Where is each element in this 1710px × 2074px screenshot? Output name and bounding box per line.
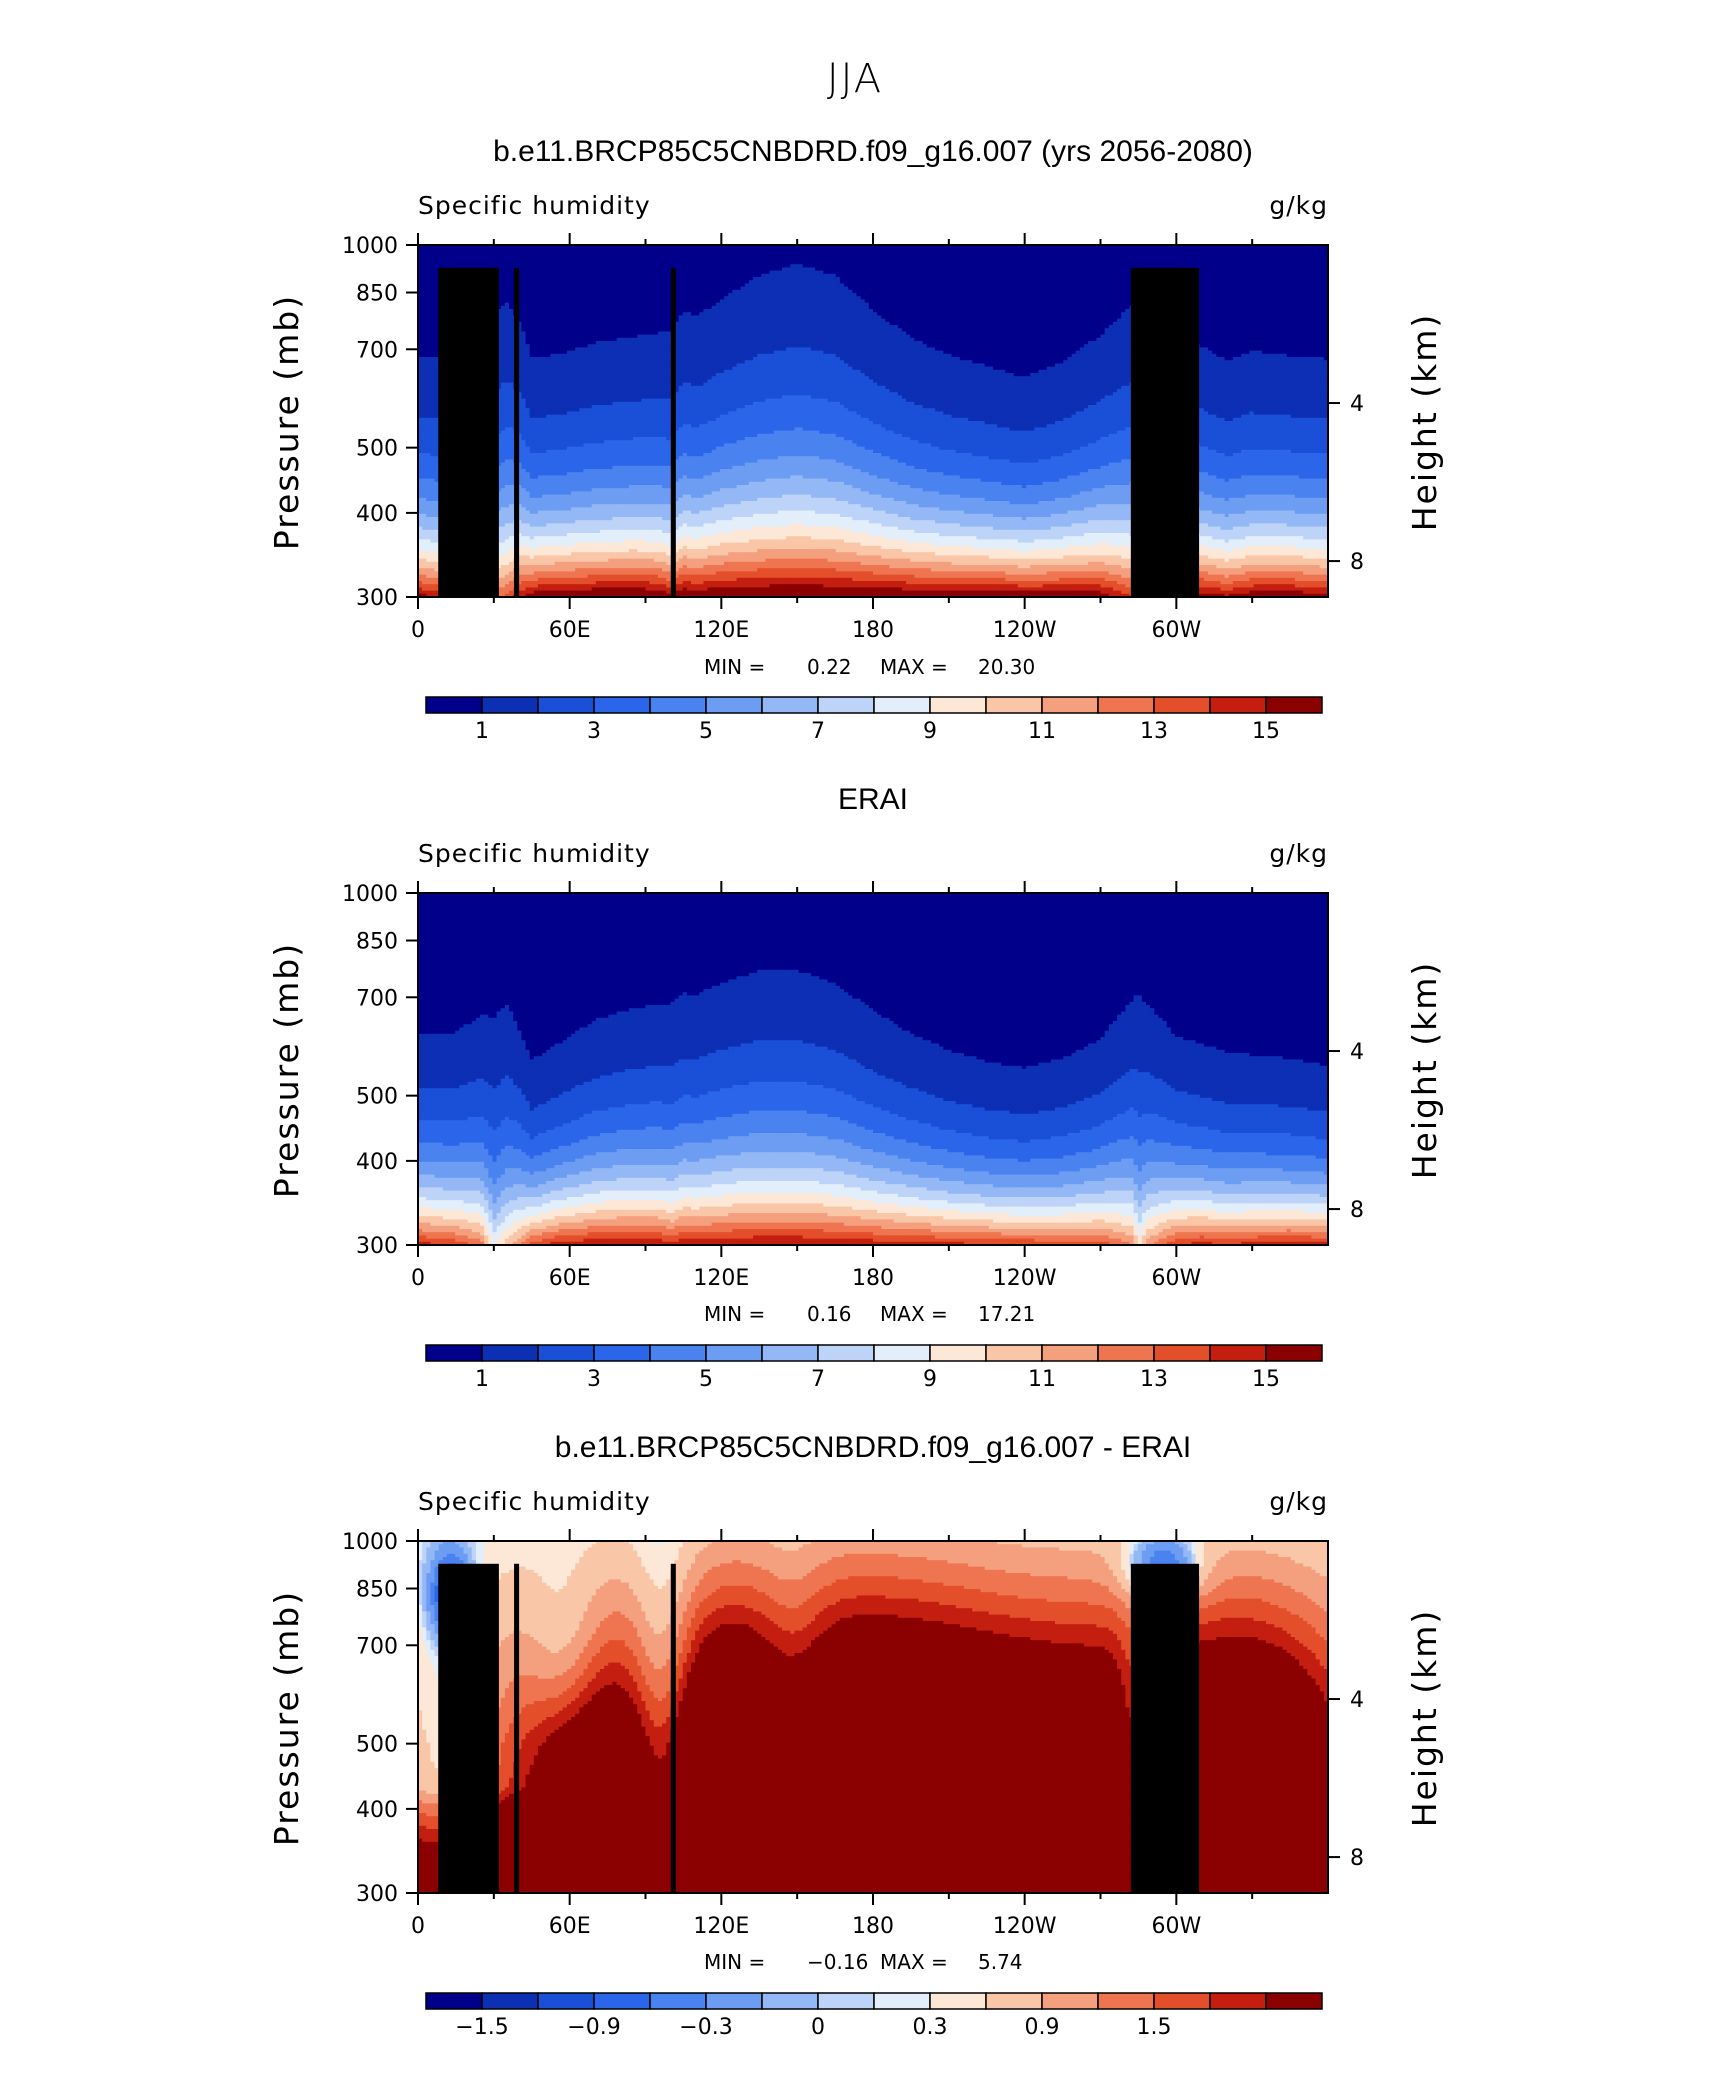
panel-1-title: b.e11.BRCP85C5CNBDRD.f09_g16.007 (yrs 20… [493,135,1253,168]
suptitle: JJA [827,56,883,102]
panel-1-plot-area [418,245,1329,598]
panel-1-field-label: Specific humidity [418,191,651,220]
panel-1: b.e11.BRCP85C5CNBDRD.f09_g16.007 (yrs 20… [267,135,1444,744]
panel-1-units-label: g/kg [1269,191,1328,220]
